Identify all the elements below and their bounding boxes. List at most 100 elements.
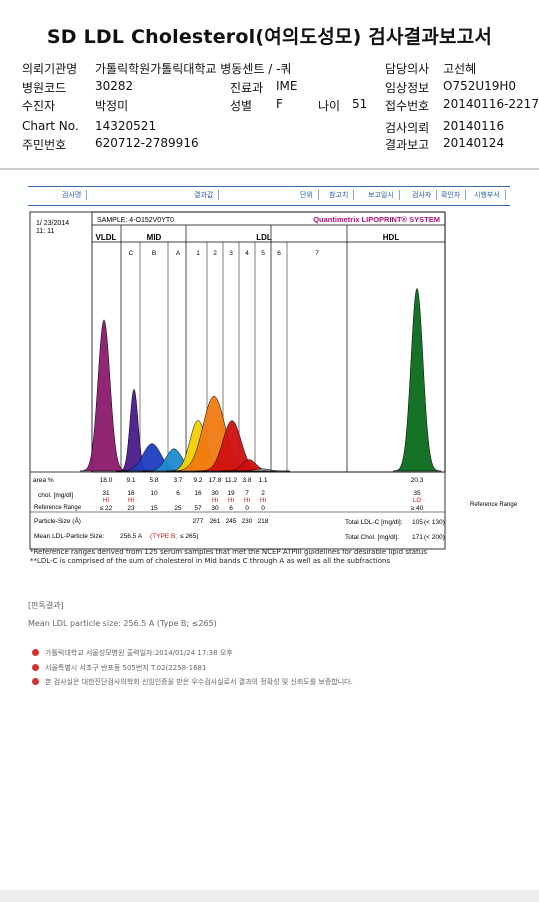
particle-size: 261 [210, 518, 221, 525]
band-label: 4 [245, 250, 249, 257]
flag-value: HI [128, 498, 134, 504]
chol-value: 30 [211, 490, 219, 497]
report-date-value: 20140124 [443, 136, 505, 150]
chart-label: Chart No. [22, 119, 79, 133]
ref-range-right: Reference Range [470, 502, 518, 508]
chol-value: 6 [176, 490, 180, 497]
ref-value: 25 [174, 505, 182, 512]
footer-line-3-text: 본 검사실은 대한진단검사의학회 신임인증을 받은 우수검사실로서 결과의 정확… [45, 678, 353, 686]
bullet-icon [32, 664, 39, 671]
band-label: 6 [277, 250, 281, 257]
flag-value: HI [228, 498, 234, 504]
ref-value: 57 [194, 505, 202, 512]
particle-size: 218 [258, 518, 269, 525]
result-text: Mean LDL particle size: 256.5 A (Type B;… [28, 619, 217, 628]
institution-value: 가톨릭학원가톨릭대학교 병동센트 / -쿼 [95, 62, 292, 76]
area-value: 17.8 [209, 477, 222, 484]
mean-label: Mean LDL-Particle Size: [34, 533, 104, 540]
reception-value: 20140116-22179 [443, 97, 539, 111]
flag-value: LO [413, 498, 421, 504]
brand-label: Quantimetrix LIPOPRINT® SYSTEM [313, 215, 440, 224]
ref-value: ≥ 40 [411, 505, 424, 512]
tab-examiner: 검사자 [412, 190, 438, 200]
dept-value: IME [276, 79, 298, 93]
chol-value: 2 [261, 490, 265, 497]
footer-line-1-text: 가톨릭대학교 서울성모병원 출력일자:2014/01/24 17:38 오후 [45, 649, 233, 657]
ref-value: 0 [261, 505, 265, 512]
chart-time: 11: 11 [36, 228, 55, 235]
report-title: SD LDL Cholesterol(여의도성모) 검사결과보고서 [46, 26, 493, 48]
chol-value: 35 [413, 490, 421, 497]
tab-result: 결과값 [194, 190, 220, 200]
particle-size: 245 [226, 518, 237, 525]
band-label: A [176, 250, 181, 257]
footer-line-2: 서울특별시 서초구 반포동 505번지 T.02(2258-1681 [32, 663, 206, 673]
area-value: 9.1 [126, 477, 135, 484]
institution-label: 의뢰기관명 [22, 62, 78, 76]
ref-value: 23 [127, 505, 135, 512]
result-title: [판독결과] [28, 601, 64, 610]
recipient-value: 박정미 [95, 99, 129, 113]
tab-department: 시행부서 [474, 190, 506, 200]
total-chol-ref: (< 200) [424, 534, 445, 541]
request-value: 20140116 [443, 119, 505, 133]
ref-value: 30 [211, 505, 219, 512]
area-value: 5.8 [149, 477, 158, 484]
sample-id: SAMPLE: 4-O152V0YT0 [97, 217, 174, 224]
ref-label: Reference Range [34, 505, 82, 511]
particle-size: 230 [242, 518, 253, 525]
recipient-label: 수진자 [22, 99, 56, 113]
tab-test-name: 검사명 [62, 190, 88, 200]
age-value: 51 [352, 97, 368, 111]
code-value: 30282 [95, 79, 134, 93]
dept-label: 진료과 [230, 81, 264, 95]
peak-6 [234, 468, 290, 472]
group-label-hdl: HDL [383, 233, 400, 242]
group-label-vldl: VLDL [96, 233, 117, 242]
particle-size: 277 [193, 518, 204, 525]
ref-value: 15 [150, 505, 158, 512]
clinical-label: 임상정보 [385, 81, 430, 95]
note-ldlc: **LDL-C is comprised of the sum of chole… [30, 557, 391, 565]
footer-line-1: 가톨릭대학교 서울성모병원 출력일자:2014/01/24 17:38 오후 [32, 648, 233, 658]
chol-value: 31 [102, 490, 110, 497]
area-value: 1.1 [258, 477, 267, 484]
area-value: 3.8 [242, 477, 251, 484]
particle-label: Particle-Size (Å) [34, 516, 81, 525]
report-date-label: 결과보고 [385, 138, 430, 152]
lipoprint-chart: 1/ 23/2014 11: 11 SAMPLE: 4-O152V0YT0 Qu… [29, 211, 518, 550]
mean-value: 256.5 A [120, 533, 143, 540]
tab-unit: 단위 [300, 190, 319, 200]
footer-line-2-text: 서울특별시 서초구 반포동 505번지 T.02(2258-1681 [45, 664, 207, 672]
peak-7 [392, 287, 442, 472]
total-ldl-value: 105 [412, 519, 423, 526]
peak-C [79, 319, 129, 472]
band-label: 7 [315, 250, 319, 257]
chart-value: 14320521 [95, 119, 157, 133]
sex-value: F [276, 97, 283, 111]
result-table-header: 검사명 결과값 단위 참고치 보고일시 검사자 확인자 시행부서 [28, 186, 510, 206]
doctor-label: 담당의사 [385, 62, 430, 76]
total-chol-label: Total Chol. [mg/dl]: [345, 534, 399, 541]
tab-report-time: 보고일시 [368, 190, 400, 200]
chol-label: chol. [mg/dl] [38, 492, 73, 499]
area-value: 9.2 [193, 477, 202, 484]
tab-reference: 참고치 [329, 190, 355, 200]
chol-value: 19 [227, 490, 235, 497]
request-label: 검사의뢰 [385, 121, 430, 135]
note-reference: *Reference ranges derived from 125 serum… [30, 548, 427, 556]
area-value: 18.0 [100, 477, 113, 484]
footer-line-3: 본 검사실은 대한진단검사의학회 신임인증을 받은 우수검사실로서 결과의 정확… [32, 677, 353, 687]
group-label-mid: MID [147, 233, 162, 242]
band-label: C [129, 250, 134, 257]
header-divider [0, 168, 539, 170]
total-ldl-label: Total LDL-C [mg/dl]: [345, 519, 403, 526]
tab-confirmer: 확인자 [441, 190, 467, 200]
band-label: 5 [261, 250, 265, 257]
area-label: area % [33, 477, 54, 484]
chol-value: 10 [150, 490, 158, 497]
band-label: 1 [196, 250, 200, 257]
flag-value: HI [212, 498, 218, 504]
ref-value: ≤ 22 [100, 505, 113, 512]
band-label: B [152, 250, 156, 257]
